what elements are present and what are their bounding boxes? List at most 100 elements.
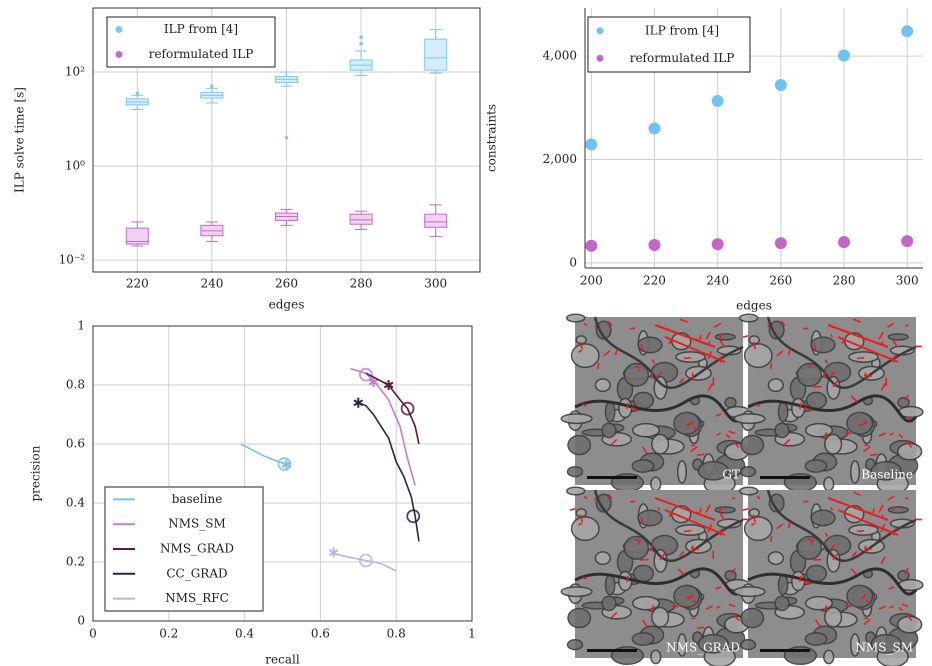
detection xyxy=(752,341,757,350)
detection xyxy=(780,320,786,327)
box xyxy=(424,213,448,228)
x-tick-label: 0.2 xyxy=(159,627,178,641)
detection xyxy=(714,322,722,328)
detection xyxy=(719,506,724,512)
detection xyxy=(827,324,899,363)
detection xyxy=(906,416,911,421)
cell xyxy=(804,422,834,438)
x-tick-label: 280 xyxy=(350,277,373,291)
detection xyxy=(607,493,613,500)
cell xyxy=(848,524,879,536)
point xyxy=(711,238,724,251)
y-tick-label: 0.4 xyxy=(66,496,85,510)
legend-label: reformulated ILP xyxy=(149,47,254,61)
detection xyxy=(649,605,655,613)
cell xyxy=(774,595,790,612)
detection xyxy=(813,343,817,351)
detection xyxy=(705,504,711,513)
detection xyxy=(641,619,648,627)
cell xyxy=(594,378,611,393)
detection xyxy=(878,504,884,513)
detection xyxy=(719,339,726,348)
star-marker xyxy=(328,547,339,558)
cell xyxy=(677,460,688,484)
detection xyxy=(614,348,618,356)
y-axis-label: precision xyxy=(29,445,43,501)
detection xyxy=(824,532,829,537)
plot-frame xyxy=(92,7,481,273)
legend-swatch xyxy=(596,27,604,35)
detection xyxy=(678,378,685,384)
detection xyxy=(679,318,688,323)
point xyxy=(838,236,851,249)
image-panel: GT xyxy=(560,313,751,495)
point xyxy=(901,235,914,248)
panel-label: GT xyxy=(722,468,740,482)
detection xyxy=(898,606,904,612)
detection xyxy=(887,322,895,328)
x-tick-label: 300 xyxy=(424,277,447,291)
detection xyxy=(863,446,871,453)
y-tick-label: 0 xyxy=(569,255,577,269)
detection xyxy=(719,512,726,521)
detection xyxy=(603,350,611,357)
scale-bar xyxy=(587,476,637,479)
point xyxy=(774,237,787,250)
detection xyxy=(582,403,588,407)
membrane xyxy=(747,394,918,423)
y-tick-label: 10² xyxy=(65,65,85,79)
detection xyxy=(640,516,644,524)
cell xyxy=(887,333,909,341)
point xyxy=(585,239,598,252)
detection xyxy=(863,619,871,626)
detection xyxy=(687,594,694,600)
x-tick-label: 260 xyxy=(769,274,792,288)
y-tick-label: 1 xyxy=(77,319,85,333)
detection xyxy=(668,339,672,345)
legend-box xyxy=(587,16,751,73)
cell xyxy=(738,313,759,323)
point xyxy=(648,238,661,251)
legend-label: NMS_RFC xyxy=(165,591,229,605)
legend-label: reformulated ILP xyxy=(630,51,735,65)
x-tick-label: 0.8 xyxy=(387,627,406,641)
cell xyxy=(774,422,790,439)
detection xyxy=(752,514,757,523)
cell xyxy=(637,509,663,527)
detection xyxy=(888,586,895,590)
y-tick-label: 10⁻² xyxy=(59,253,86,267)
cell xyxy=(870,460,902,481)
star-marker xyxy=(368,377,379,388)
detection xyxy=(579,341,584,350)
detection xyxy=(822,605,828,613)
detection xyxy=(657,507,660,511)
box xyxy=(349,213,373,225)
detection xyxy=(905,440,913,449)
detection xyxy=(832,379,839,388)
cell xyxy=(566,639,584,651)
cell xyxy=(743,516,773,542)
y-tick-label: 4,000 xyxy=(543,49,577,63)
cell xyxy=(697,633,729,654)
x-tick-label: 0.6 xyxy=(311,627,330,641)
detection xyxy=(719,333,724,339)
cell xyxy=(631,595,661,611)
detection xyxy=(889,605,894,609)
image-panel: NMS_GRAD xyxy=(560,486,751,666)
detection xyxy=(716,605,721,609)
detection xyxy=(880,556,886,564)
cell xyxy=(675,351,706,363)
cell xyxy=(740,434,765,456)
cell xyxy=(796,535,823,560)
image-panel: NMS_SM xyxy=(733,486,924,666)
legend-box xyxy=(106,16,276,68)
detection xyxy=(905,613,913,622)
detection xyxy=(654,497,726,536)
x-tick-label: 0.4 xyxy=(235,627,254,641)
cell xyxy=(565,313,586,323)
detection xyxy=(769,362,773,370)
detection xyxy=(769,535,773,543)
detection xyxy=(583,322,588,327)
cell xyxy=(594,551,611,566)
cell xyxy=(677,633,688,657)
